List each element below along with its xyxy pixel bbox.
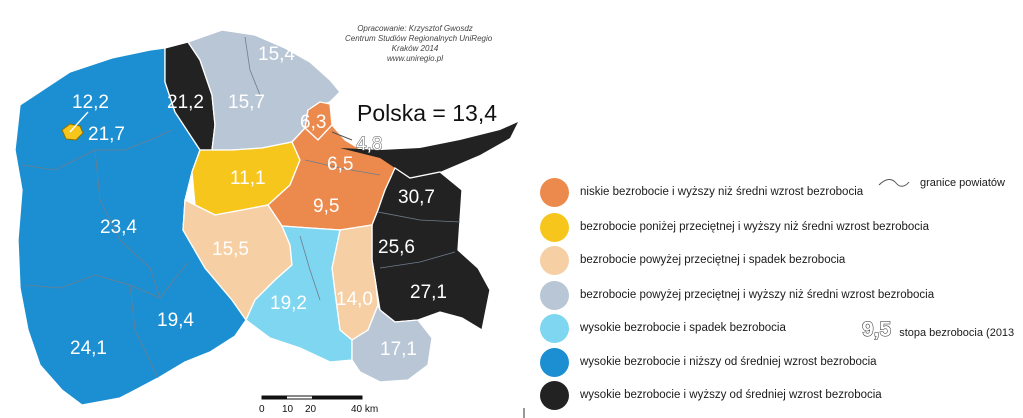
value-label-24-1: 24,1 [70, 338, 107, 359]
value-label-15-4: 15,4 [258, 44, 295, 65]
legend-label: bezrobocie powyżej przeciętnej i wyższy … [580, 289, 935, 301]
value-label-19-2: 19,2 [270, 293, 307, 314]
value-label-19-4: 19,4 [157, 310, 194, 331]
value-label-30-7: 30,7 [398, 187, 435, 208]
legend-item: wysokie bezrobocie i wyższy od średniej … [540, 380, 882, 410]
boundary-legend: granice powiatów [878, 177, 1005, 189]
legend-label: niskie bezrobocie i wyższy niż średni wz… [580, 186, 864, 198]
value-label-4-8: 4,8 [356, 134, 382, 155]
value-label-15-5: 15,5 [212, 239, 249, 260]
legend-swatch-blue [540, 347, 569, 377]
legend-item: bezrobocie poniżej przeciętnej i wyższy … [540, 212, 929, 242]
boundary-legend-label: granice powiatów [920, 177, 1005, 189]
legend-item: wysokie bezrobocie i niższy od średniej … [540, 347, 877, 377]
value-label-21-7: 21,7 [88, 124, 125, 145]
scale-tick-20: 20 [305, 404, 317, 415]
legend-item: wysokie bezrobocie i spadek bezrobocia [540, 313, 786, 343]
value-label-6-5: 6,5 [327, 154, 353, 175]
value-label-23-4: 23,4 [100, 217, 137, 238]
value-label-9-5: 9,5 [313, 196, 339, 217]
scale-tick-40: 40 km [351, 404, 378, 415]
value-label-17-1: 17,1 [380, 339, 417, 360]
region-lightblue-starogard [245, 225, 353, 363]
legend-swatch-orange [540, 177, 569, 207]
national-average-label: Polska = 13,4 [357, 100, 498, 126]
rate-legend-label: stopa bezrobocia (2013 [899, 327, 1015, 339]
value-label-25-6: 25,6 [378, 237, 415, 258]
credit-line: Centrum Studiów Regionalnych UniRegio [345, 34, 493, 43]
boundary-line-icon [878, 179, 910, 187]
legend-swatch-yellow [540, 212, 569, 242]
scale-bar: 0 10 20 40 km [259, 395, 378, 415]
legend-label: wysokie bezrobocie i niższy od średniej … [580, 356, 877, 368]
legend-swatch-peach [540, 245, 569, 275]
region-black-spit [340, 122, 518, 178]
value-label-15-7: 15,7 [228, 92, 265, 113]
value-label-12-2: 12,2 [72, 92, 109, 113]
rate-legend: 9,5 stopa bezrobocia (2013 [861, 318, 1015, 342]
legend-item: niskie bezrobocie i wyższy niż średni wz… [540, 177, 863, 207]
value-label-6-3: 6,3 [300, 112, 326, 133]
legend-label: wysokie bezrobocie i spadek bezrobocia [580, 322, 786, 334]
legend-swatch-grey [540, 280, 569, 310]
legend-swatch-black [540, 380, 569, 410]
rate-sample-value: 9,5 [861, 318, 892, 342]
legend-item: bezrobocie powyżej przeciętnej i spadek … [540, 245, 845, 275]
scale-tick-10: 10 [282, 404, 294, 415]
value-label-14-0: 14,0 [336, 289, 373, 310]
map-credit: Opracowanie: Krzysztof Gwosdz Centrum St… [345, 24, 493, 64]
legend-item: bezrobocie powyżej przeciętnej i wyższy … [540, 280, 934, 310]
value-label-21-2: 21,2 [167, 92, 204, 113]
value-label-27-1: 27,1 [410, 282, 447, 303]
legend-label: wysokie bezrobocie i wyższy od średniej … [580, 389, 882, 401]
credit-line: Kraków 2014 [391, 44, 439, 53]
legend-swatch-lightblue [540, 313, 569, 343]
legend-label: bezrobocie poniżej przeciętnej i wyższy … [580, 221, 929, 233]
value-label-11-1: 11,1 [230, 168, 266, 189]
scale-tick-0: 0 [259, 404, 265, 415]
credit-line: www.uniregio.pl [386, 54, 444, 63]
legend-label: bezrobocie powyżej przeciętnej i spadek … [580, 254, 846, 266]
credit-line: Opracowanie: Krzysztof Gwosdz [357, 24, 473, 33]
region-yellow-small [61, 123, 84, 141]
region-grey-kwidzyn [351, 303, 433, 383]
